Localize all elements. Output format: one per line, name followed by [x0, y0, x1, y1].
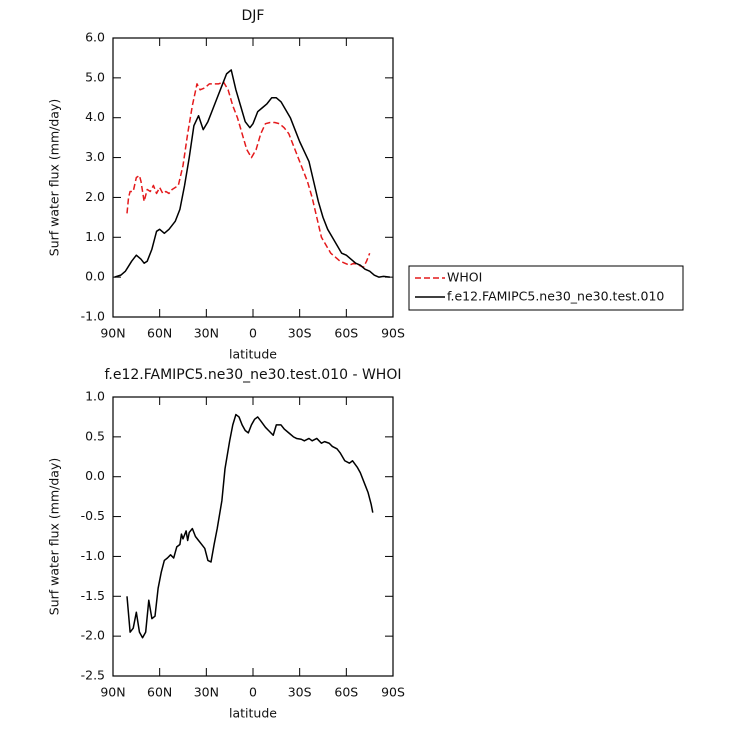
x-tick-label: 0 — [249, 685, 257, 700]
y-tick-label: 2.0 — [85, 189, 105, 204]
data-line — [126, 413, 374, 639]
plot-frame — [112, 37, 394, 318]
data-line — [114, 69, 390, 278]
y-tick-label: -2.5 — [81, 668, 105, 683]
legend-label: WHOI — [447, 270, 482, 285]
x-tick-label: 90N — [100, 685, 125, 700]
x-tick-label: 30S — [288, 326, 312, 341]
y-tick-label: 4.0 — [85, 109, 105, 124]
data-line — [126, 81, 371, 268]
legend-box — [408, 265, 684, 311]
y-tick-label: -1.0 — [81, 548, 105, 563]
y-tick-label: 1.0 — [85, 229, 105, 244]
y-tick-label: -1.5 — [81, 588, 105, 603]
x-tick-label: 90N — [100, 326, 125, 341]
x-tick-label: 0 — [249, 326, 257, 341]
y-tick-label: -1.0 — [81, 309, 105, 324]
y-tick-label: 6.0 — [85, 30, 105, 45]
y-axis-label: Surf water flux (mm/day) — [47, 458, 62, 615]
y-tick-label: -0.5 — [81, 508, 105, 523]
x-tick-label: 30N — [194, 326, 219, 341]
chart-title: f.e12.FAMIPC5.ne30_ne30.test.010 - WHOI — [105, 367, 402, 383]
y-tick-label: 1.0 — [85, 389, 105, 404]
x-tick-label: 60N — [147, 685, 172, 700]
y-tick-label: 5.0 — [85, 69, 105, 84]
y-tick-label: 0.5 — [85, 428, 105, 443]
legend-label: f.e12.FAMIPC5.ne30_ne30.test.010 — [447, 289, 664, 304]
y-tick-label: 0.0 — [85, 468, 105, 483]
x-tick-label: 90S — [381, 685, 405, 700]
x-axis-label: latitude — [229, 347, 277, 362]
x-tick-label: 60S — [334, 326, 358, 341]
x-tick-label: 90S — [381, 326, 405, 341]
x-tick-label: 60S — [334, 685, 358, 700]
chart-title: DJF — [242, 8, 265, 24]
x-tick-label: 30N — [194, 685, 219, 700]
y-axis-label: Surf water flux (mm/day) — [47, 99, 62, 256]
x-tick-label: 60N — [147, 326, 172, 341]
x-tick-label: 30S — [288, 685, 312, 700]
x-axis-label: latitude — [229, 706, 277, 721]
y-tick-label: 3.0 — [85, 149, 105, 164]
y-tick-label: 0.0 — [85, 269, 105, 284]
plot-frame — [112, 396, 394, 677]
y-tick-label: -2.0 — [81, 628, 105, 643]
